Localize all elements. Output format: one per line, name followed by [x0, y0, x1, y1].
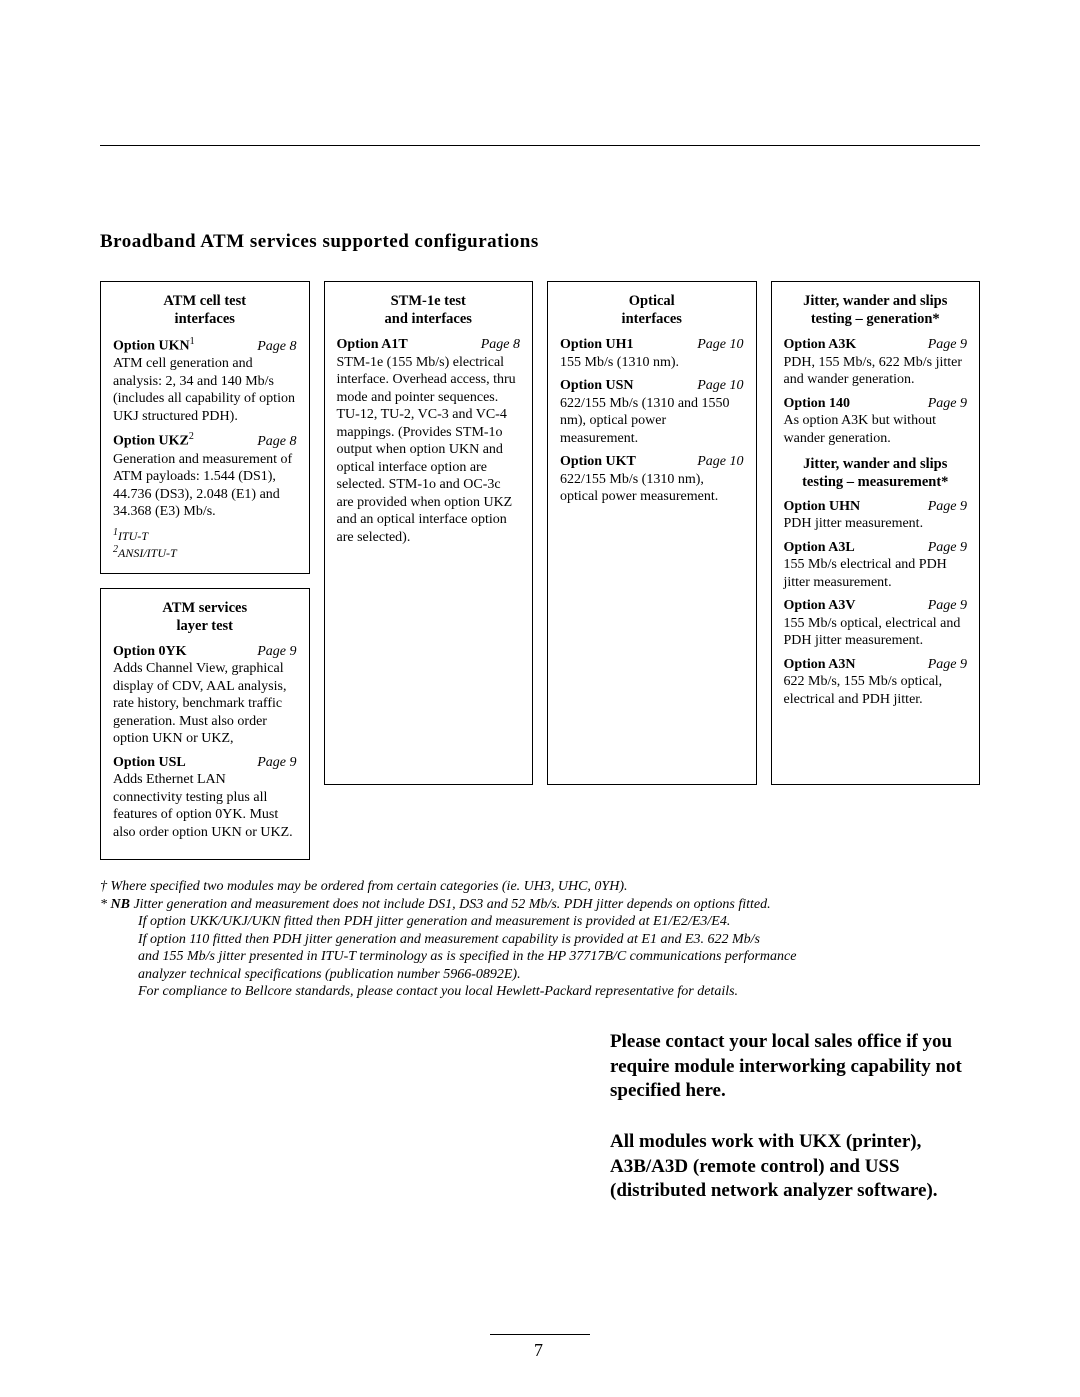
option-row: Option USN Page 10	[560, 377, 744, 395]
footnote-line: If option 110 fitted then PDH jitter gen…	[100, 931, 980, 949]
footnote-line: † Where specified two modules may be ord…	[100, 878, 980, 896]
option-desc: As option A3K but without wander generat…	[784, 412, 968, 447]
option-name: Option UKZ2	[113, 431, 194, 450]
option-page: Page 9	[257, 754, 296, 772]
option-name: Option A3V	[784, 597, 856, 615]
box-subheader: Jitter, wander and slips testing – measu…	[784, 455, 968, 491]
option-page: Page 9	[928, 395, 967, 413]
page-number-rule	[490, 1334, 590, 1335]
box-header-line1: Optical	[629, 293, 675, 309]
option-page: Page 8	[481, 336, 520, 354]
column-2: STM-1e test and interfaces Option A1T Pa…	[324, 281, 534, 785]
option-name: Option 0YK	[113, 643, 187, 661]
footnote-text: 1ITU-T 2ANSI/ITU-T	[113, 527, 297, 561]
option-name: Option USN	[560, 377, 634, 395]
footnote-line: * NB Jitter generation and measurement d…	[100, 896, 980, 914]
option-row: Option UKZ2 Page 8	[113, 431, 297, 450]
box-header-line1: ATM services	[162, 600, 247, 616]
option-page: Page 9	[257, 643, 296, 661]
option-desc: PDH, 155 Mb/s, 622 Mb/s jitter and wande…	[784, 354, 968, 389]
option-desc: Adds Ethernet LAN connectivity testing p…	[113, 771, 297, 841]
box-header: ATM cell test interfaces	[113, 292, 297, 328]
page: Broadband ATM services supported configu…	[0, 0, 1080, 1397]
box-atm-cell-test: ATM cell test interfaces Option UKN1 Pag…	[100, 281, 310, 574]
option-row: Option A3L Page 9	[784, 539, 968, 557]
box-optical-interfaces: Optical interfaces Option UH1 Page 10 15…	[547, 281, 757, 785]
box-header-line2: and interfaces	[385, 311, 472, 327]
option-desc: STM-1e (155 Mb/s) electrical interface. …	[337, 354, 521, 547]
top-rule	[100, 145, 980, 146]
option-name: Option A3L	[784, 539, 855, 557]
option-desc: 622 Mb/s, 155 Mb/s optical, electrical a…	[784, 673, 968, 708]
box-stm1e-test: STM-1e test and interfaces Option A1T Pa…	[324, 281, 534, 785]
option-name: Option A3N	[784, 656, 856, 674]
option-row: Option USL Page 9	[113, 754, 297, 772]
box-header-line1: Jitter, wander and slips	[803, 293, 947, 309]
footnote-line: and 155 Mb/s jitter presented in ITU-T t…	[100, 948, 980, 966]
footnote-line: If option UKK/UKJ/UKN fitted then PDH ji…	[100, 913, 980, 931]
option-page: Page 9	[928, 656, 967, 674]
columns: ATM cell test interfaces Option UKN1 Pag…	[100, 281, 980, 860]
box-header-line2: testing – generation*	[811, 311, 940, 327]
option-row: Option A3V Page 9	[784, 597, 968, 615]
option-row: Option UHN Page 9	[784, 498, 968, 516]
option-page: Page 9	[928, 597, 967, 615]
column-4: Jitter, wander and slips testing – gener…	[771, 281, 981, 785]
section-title: Broadband ATM services supported configu…	[100, 231, 980, 253]
footnote-line: analyzer technical specifications (publi…	[100, 966, 980, 984]
option-desc: 622/155 Mb/s (1310 and 1550 nm), optical…	[560, 395, 744, 448]
option-desc: 155 Mb/s optical, electrical and PDH jit…	[784, 615, 968, 650]
box-header-line2: layer test	[177, 618, 234, 634]
option-desc: PDH jitter measurement.	[784, 515, 968, 533]
option-row: Option A1T Page 8	[337, 336, 521, 354]
option-name: Option UKT	[560, 453, 636, 471]
option-name: Option UKN1	[113, 336, 195, 355]
option-name: Option USL	[113, 754, 186, 772]
option-name: Option UH1	[560, 336, 634, 354]
option-desc: 155 Mb/s electrical and PDH jitter measu…	[784, 556, 968, 591]
column-3: Optical interfaces Option UH1 Page 10 15…	[547, 281, 757, 785]
option-row: Option UKT Page 10	[560, 453, 744, 471]
option-page: Page 10	[697, 336, 743, 354]
box-header: Jitter, wander and slips testing – gener…	[784, 292, 968, 328]
box-header: STM-1e test and interfaces	[337, 292, 521, 328]
column-1: ATM cell test interfaces Option UKN1 Pag…	[100, 281, 310, 860]
contact-paragraph: Please contact your local sales office i…	[610, 1030, 980, 1104]
option-page: Page 8	[257, 338, 296, 356]
option-row: Option A3K Page 9	[784, 336, 968, 354]
option-row: Option UH1 Page 10	[560, 336, 744, 354]
option-page: Page 8	[257, 433, 296, 451]
option-page: Page 10	[697, 377, 743, 395]
option-desc: Adds Channel View, graphical display of …	[113, 660, 297, 748]
box-atm-services-layer: ATM services layer test Option 0YK Page …	[100, 588, 310, 861]
option-page: Page 10	[697, 453, 743, 471]
option-name: Option UHN	[784, 498, 861, 516]
option-desc: ATM cell generation and analysis: 2, 34 …	[113, 355, 297, 425]
option-name: Option A1T	[337, 336, 408, 354]
box-header-line1: ATM cell test	[163, 293, 246, 309]
option-name: Option 140	[784, 395, 851, 413]
option-row: Option 0YK Page 9	[113, 643, 297, 661]
option-page: Page 9	[928, 498, 967, 516]
option-name: Option A3K	[784, 336, 857, 354]
option-desc: 155 Mb/s (1310 nm).	[560, 354, 744, 372]
option-desc: Generation and measurement of ATM payloa…	[113, 451, 297, 521]
footnote-block: † Where specified two modules may be ord…	[100, 878, 980, 1001]
option-page: Page 9	[928, 336, 967, 354]
box-jitter-wander: Jitter, wander and slips testing – gener…	[771, 281, 981, 785]
box-header-line2: interfaces	[622, 311, 682, 327]
option-row: Option UKN1 Page 8	[113, 336, 297, 355]
option-page: Page 9	[928, 539, 967, 557]
option-row: Option 140 Page 9	[784, 395, 968, 413]
option-row: Option A3N Page 9	[784, 656, 968, 674]
box-header: ATM services layer test	[113, 599, 297, 635]
box-header: Optical interfaces	[560, 292, 744, 328]
box-header-line1: STM-1e test	[391, 293, 466, 309]
footnote-line: For compliance to Bellcore standards, pl…	[100, 983, 980, 1001]
page-number: 7	[534, 1340, 543, 1361]
option-desc: 622/155 Mb/s (1310 nm), optical power me…	[560, 471, 744, 506]
box-header-line2: interfaces	[175, 311, 235, 327]
contact-block: Please contact your local sales office i…	[610, 1030, 980, 1230]
contact-paragraph: All modules work with UKX (printer), A3B…	[610, 1130, 980, 1204]
